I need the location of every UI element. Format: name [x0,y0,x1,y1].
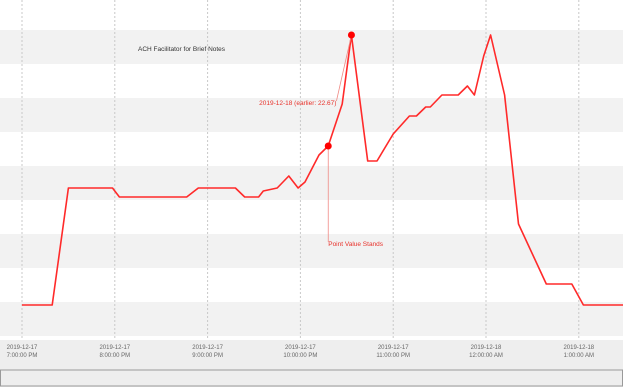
x-tick-date: 2019-12-17 [192,345,223,351]
x-tick-time: 8:00:00 PM [99,353,130,359]
annotation-marker [324,142,332,150]
x-tick-time: 7:00:00 PM [7,353,38,359]
x-tick-date: 2019-12-18 [563,345,594,351]
x-tick-date: 2019-12-17 [378,345,409,351]
axis-strip [0,340,623,387]
x-tick-time: 9:00:00 PM [192,353,223,359]
annotation-marker [347,31,355,39]
x-tick-time: 11:00:00 PM [376,353,410,359]
annotation-layer: 2019-12-18 (earlier: 22.67) Point Value S… [259,31,384,248]
annotation-label: Point Value Stands [328,241,384,248]
background-bands [0,30,623,387]
x-tick-date: 2019-12-17 [285,345,316,351]
grid-band [0,98,623,132]
grid-band [0,234,623,268]
x-tick-time: 1:00:00 AM [564,353,594,359]
grid-band [0,302,623,336]
grid-band [0,166,623,200]
x-tick-date: 2019-12-18 [471,345,502,351]
annotation-label: 2019-12-18 (earlier: 22.67) [259,100,336,107]
x-tick-time: 12:00:00 AM [469,353,503,359]
grid-band [0,30,623,64]
x-tick-date: 2019-12-17 [99,345,130,351]
x-tick-time: 10:00:00 PM [283,353,317,359]
annotation-leader [336,34,352,102]
x-tick-date: 2019-12-17 [7,345,38,351]
vertical-gridlines [21,0,580,340]
chart-title: ACH Facilitator for Brief Notes [138,46,226,53]
x-axis-ticks: 2019-12-17 7:00:00 PM 2019-12-17 8:00:00 PM… [7,345,595,359]
